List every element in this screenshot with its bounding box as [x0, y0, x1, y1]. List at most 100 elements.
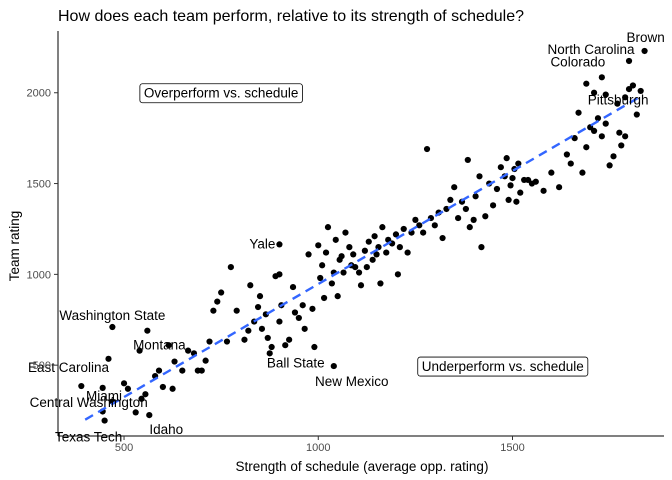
point-label: Central Washington — [30, 395, 148, 410]
data-point — [266, 350, 273, 357]
data-point — [291, 309, 299, 316]
data-point — [641, 47, 648, 55]
data-point — [509, 175, 516, 182]
data-point — [451, 184, 458, 191]
data-point — [355, 269, 363, 276]
annotation-label: Underperform vs. schedule — [422, 359, 584, 374]
data-point — [598, 133, 605, 140]
data-point — [352, 263, 359, 271]
data-point — [455, 214, 462, 222]
data-point — [346, 244, 353, 251]
data-point — [311, 343, 318, 351]
data-point — [332, 236, 339, 243]
point-label: Miami — [86, 388, 122, 403]
x-axis-title: Strength of schedule (average opp. ratin… — [236, 459, 489, 474]
data-point — [616, 129, 623, 136]
data-point — [579, 169, 586, 176]
data-point — [305, 251, 312, 258]
data-point — [210, 307, 217, 314]
data-point — [340, 269, 347, 276]
data-point — [423, 145, 431, 153]
data-point — [227, 263, 234, 271]
data-point — [383, 249, 390, 256]
data-point — [505, 196, 512, 204]
data-point — [241, 336, 248, 343]
data-point — [464, 156, 471, 164]
data-point — [625, 86, 633, 93]
data-point — [567, 160, 574, 167]
data-point — [590, 127, 598, 134]
data-point — [282, 342, 289, 349]
annotation-box: Overperform vs. schedule — [139, 83, 303, 104]
data-point — [532, 178, 539, 185]
point-label: North Carolina — [548, 42, 636, 57]
point-label: Washington State — [59, 308, 165, 323]
data-point — [286, 336, 293, 343]
y-tick-label: 500 — [33, 360, 51, 372]
data-point — [583, 144, 590, 151]
annotation-label: Overperform vs. schedule — [144, 86, 299, 101]
point-label: East Carolina — [28, 360, 110, 375]
point-label: Texas Tech — [55, 430, 122, 445]
data-point — [515, 160, 522, 167]
y-tick-label: 1000 — [27, 269, 51, 281]
annotation-frame — [139, 83, 303, 104]
data-point — [394, 271, 402, 278]
data-point — [598, 74, 605, 81]
data-point — [309, 305, 316, 312]
y-tick-label: 1500 — [27, 179, 51, 191]
y-axis-title: Team rating — [7, 211, 22, 282]
data-point — [258, 325, 266, 332]
data-point — [159, 383, 166, 391]
data-point — [556, 184, 563, 191]
data-point — [575, 109, 582, 116]
annotation-frame — [417, 356, 589, 377]
data-point — [136, 347, 143, 354]
x-tick-label: 1000 — [306, 442, 330, 454]
data-point — [420, 229, 427, 236]
data-point — [610, 153, 617, 160]
data-point — [412, 216, 419, 223]
data-point — [363, 263, 370, 271]
data-point — [373, 251, 380, 258]
data-point — [198, 367, 205, 374]
data-point — [319, 262, 326, 269]
data-point — [493, 185, 501, 193]
data-point — [633, 111, 640, 118]
y-tick-label: 2000 — [27, 88, 51, 100]
point-label: Colorado — [550, 54, 605, 69]
data-point — [571, 135, 578, 142]
data-point — [377, 280, 384, 287]
data-point — [105, 355, 112, 362]
data-point — [606, 162, 613, 169]
data-point — [146, 412, 153, 419]
point-label: Brown — [626, 30, 664, 45]
data-point — [256, 293, 264, 300]
data-point — [330, 362, 337, 370]
data-point — [185, 347, 192, 354]
data-point — [218, 289, 225, 296]
data-point — [369, 256, 376, 263]
data-point — [334, 293, 341, 300]
data-point — [396, 244, 403, 251]
data-point — [268, 343, 275, 351]
data-point — [583, 80, 590, 87]
data-point — [142, 391, 149, 398]
data-point — [618, 142, 625, 149]
data-point — [625, 57, 633, 65]
trend-line — [84, 95, 642, 421]
data-point — [247, 282, 254, 289]
data-point — [179, 367, 186, 374]
data-point — [338, 253, 345, 260]
data-point — [365, 238, 372, 245]
data-point — [404, 249, 411, 256]
data-point — [472, 193, 479, 200]
data-point — [138, 395, 145, 402]
point-label: Yale — [249, 236, 275, 251]
data-point — [101, 417, 108, 424]
data-point — [357, 282, 365, 289]
data-point — [629, 82, 637, 89]
data-point — [315, 242, 322, 249]
